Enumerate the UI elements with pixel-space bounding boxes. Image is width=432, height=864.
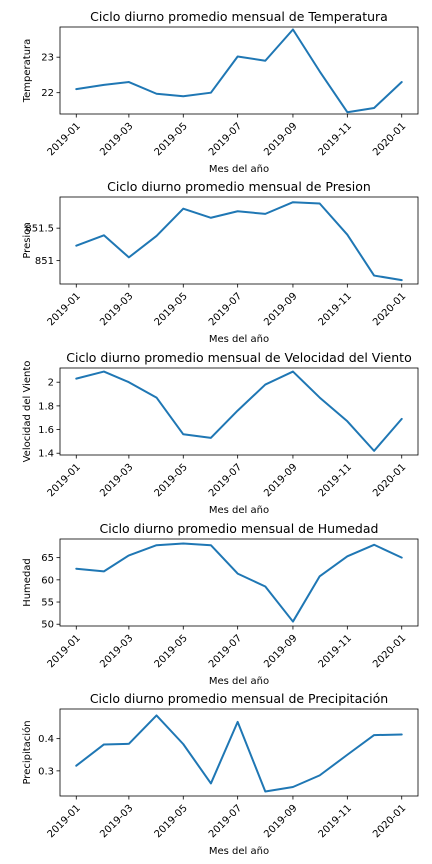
y-axis-label: Temperatura [22,39,33,104]
x-tick-label: 2019-03 [98,462,135,499]
y-tick-label: 1.4 [38,449,54,460]
series-line [75,28,403,114]
x-tick-label: 2019-05 [153,803,190,840]
plot-area-frame [59,708,419,797]
series-line [75,714,403,793]
x-axis-label: Mes del año [209,334,269,345]
x-tick-label: 2019-03 [98,121,135,158]
x-tick-label: 2019-07 [207,462,244,499]
series-line [75,201,403,282]
x-axis-label: Mes del año [209,676,269,687]
y-tick-label: 2 [48,378,54,389]
y-axis-label: Velocidad del Viento [22,361,33,463]
x-tick-label: 2019-07 [207,633,244,670]
x-tick-label: 2019-07 [207,121,244,158]
subplot-1: Ciclo diurno promedio mensual de Tempera… [22,9,419,175]
y-tick-label: 55 [41,598,54,609]
y-tick-label: 22 [41,88,54,99]
y-tick-label: 65 [41,553,54,564]
chart-title: Ciclo diurno promedio mensual de Presion [107,179,371,194]
x-tick-label: 2019-07 [207,291,244,328]
plot-area-frame [59,196,419,285]
x-tick-label: 2019-11 [317,633,354,670]
series-line [75,542,403,623]
subplot-2: Ciclo diurno promedio mensual de Presion… [22,179,419,345]
y-tick-label: 0.4 [38,734,54,745]
x-tick-label: 2020-01 [371,462,408,499]
plot-area-frame [59,26,419,115]
x-tick-label: 2019-11 [317,462,354,499]
x-tick-label: 2020-01 [371,121,408,158]
y-tick-label: 50 [41,620,54,631]
x-tick-label: 2019-05 [153,462,190,499]
x-tick-label: 2019-01 [46,121,83,158]
x-axis-label: Mes del año [209,846,269,857]
x-tick-label: 2019-05 [153,633,190,670]
x-tick-label: 2019-11 [317,803,354,840]
plot-area-frame [59,367,419,456]
plot-area-frame [59,538,419,627]
x-tick-label: 2019-11 [317,121,354,158]
y-tick-label: 0.3 [38,766,54,777]
x-tick-label: 2019-11 [317,291,354,328]
x-tick-label: 2020-01 [371,803,408,840]
y-axis-label: Humedad [22,558,33,607]
x-axis-label: Mes del año [209,164,269,175]
x-tick-label: 2019-01 [46,291,83,328]
x-tick-label: 2019-01 [46,633,83,670]
chart-title: Ciclo diurno promedio mensual de Tempera… [90,9,388,24]
y-tick-label: 60 [41,575,54,586]
x-tick-label: 2019-01 [46,803,83,840]
y-axis-label: Presion [22,222,33,258]
y-tick-label: 1.8 [38,401,54,412]
x-tick-label: 2020-01 [371,291,408,328]
x-tick-label: 2019-03 [98,803,135,840]
x-tick-label: 2019-05 [153,121,190,158]
y-tick-label: 851.5 [25,224,54,235]
y-axis-label: Precipitación [21,720,33,784]
x-tick-label: 2019-03 [98,291,135,328]
y-tick-label: 1.6 [38,425,54,436]
subplot-4: Ciclo diurno promedio mensual de Humedad… [22,521,419,687]
x-tick-label: 2019-09 [262,462,299,499]
x-tick-label: 2019-09 [262,121,299,158]
x-tick-label: 2020-01 [371,633,408,670]
series-line [75,370,403,452]
x-tick-label: 2019-05 [153,291,190,328]
x-axis-label: Mes del año [209,505,269,516]
chart-title: Ciclo diurno promedio mensual de Precipi… [90,691,388,706]
chart-title: Ciclo diurno promedio mensual de Velocid… [66,350,411,365]
y-tick-label: 851 [35,256,54,267]
x-tick-label: 2019-09 [262,633,299,670]
x-tick-label: 2019-09 [262,803,299,840]
y-tick-label: 23 [41,53,54,64]
x-tick-label: 2019-03 [98,633,135,670]
subplot-5: Ciclo diurno promedio mensual de Precipi… [21,691,419,857]
chart-title: Ciclo diurno promedio mensual de Humedad [100,521,379,536]
subplot-3: Ciclo diurno promedio mensual de Velocid… [22,350,419,516]
x-tick-label: 2019-07 [207,803,244,840]
x-tick-label: 2019-01 [46,462,83,499]
x-tick-label: 2019-09 [262,291,299,328]
